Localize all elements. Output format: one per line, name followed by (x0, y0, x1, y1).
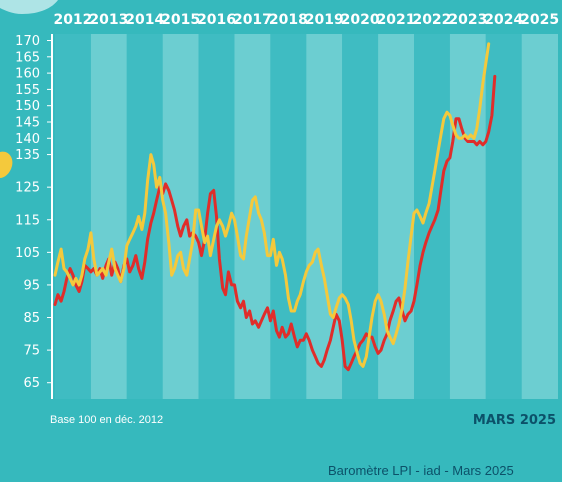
year-band-2012 (55, 34, 91, 399)
decorations (0, 0, 58, 178)
y-tick-label-75: 75 (23, 344, 40, 359)
year-label-2019: 2019 (305, 12, 344, 28)
base-note: Base 100 en déc. 2012 (50, 414, 164, 426)
y-tick-label-95: 95 (23, 278, 40, 293)
year-label-2013: 2013 (89, 12, 128, 28)
decorative-shape (0, 151, 13, 178)
y-tick-label-170: 170 (15, 34, 40, 49)
y-tick-label-65: 65 (23, 376, 40, 391)
y-tick-label-155: 155 (15, 83, 40, 98)
y-tick-label-115: 115 (15, 213, 40, 228)
year-label-2024: 2024 (484, 12, 523, 28)
series-line-yellow (53, 42, 491, 368)
year-band-2023 (449, 34, 486, 399)
y-tick-label-150: 150 (15, 99, 40, 114)
y-tick-label-145: 145 (15, 115, 40, 130)
y-tick-label-85: 85 (23, 311, 40, 326)
cloud-shape (0, 0, 58, 14)
y-tick-label-105: 105 (15, 246, 40, 261)
y-tick-label-165: 165 (15, 50, 40, 65)
source-label: Baromètre LPI - iad - Mars 2025 (328, 463, 514, 478)
year-band-2024 (485, 34, 522, 399)
year-label-2021: 2021 (377, 12, 416, 28)
year-header: 2012201320142015201620172018201920202021… (53, 12, 559, 28)
year-band-2025 (521, 34, 558, 399)
year-label-2012: 2012 (53, 12, 92, 28)
year-band-2018 (270, 34, 307, 399)
series-line-red (53, 74, 497, 372)
year-label-2016: 2016 (197, 12, 236, 28)
month-label: MARS 2025 (472, 413, 556, 428)
year-label-2025: 2025 (520, 12, 559, 28)
year-label-2017: 2017 (233, 12, 272, 28)
year-label-2020: 2020 (341, 12, 380, 28)
y-tick-label-125: 125 (15, 181, 40, 196)
y-tick-label-160: 160 (15, 67, 40, 82)
year-label-2023: 2023 (448, 12, 487, 28)
year-band-2013 (90, 34, 127, 399)
year-label-2015: 2015 (161, 12, 200, 28)
year-label-2022: 2022 (412, 12, 451, 28)
y-tick-label-140: 140 (15, 132, 40, 147)
series-lines (53, 42, 497, 372)
year-label-2018: 2018 (269, 12, 308, 28)
year-band-2015 (162, 34, 199, 399)
year-label-2014: 2014 (125, 12, 164, 28)
year-band-2019 (306, 34, 343, 399)
y-tick-label-135: 135 (15, 148, 40, 163)
year-band-2017 (234, 34, 271, 399)
